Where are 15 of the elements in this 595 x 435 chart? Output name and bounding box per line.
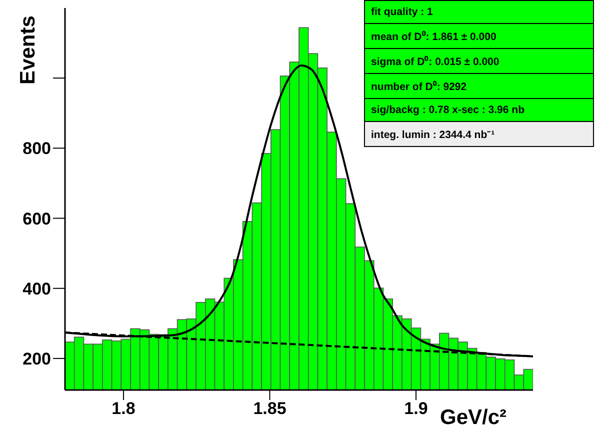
- annotation: number of D⁰: 9292: [365, 73, 593, 98]
- x-axis-title: GeV/c²: [440, 406, 507, 430]
- x-tick-label: 1.9: [404, 399, 428, 418]
- annotation: integ. lumin : 2344.4 nb⁻¹: [365, 121, 593, 146]
- annotation: mean of D⁰: 1.861 ± 0.000: [365, 23, 593, 48]
- y-tick-label: 200: [22, 349, 51, 368]
- x-tick-label: 1.8: [112, 399, 136, 418]
- y-tick-label: 400: [22, 279, 51, 298]
- annotation: sigma of D⁰: 0.015 ± 0.000: [365, 48, 593, 73]
- x-tick-label: 1.85: [253, 399, 286, 418]
- y-tick-label: 800: [22, 139, 51, 158]
- y-tick-label: 600: [22, 209, 51, 228]
- annotation: sig/backg : 0.78 x-sec : 3.96 nb: [365, 98, 593, 121]
- y-axis-title: Events: [16, 16, 40, 84]
- annotation: fit quality : 1: [365, 1, 593, 23]
